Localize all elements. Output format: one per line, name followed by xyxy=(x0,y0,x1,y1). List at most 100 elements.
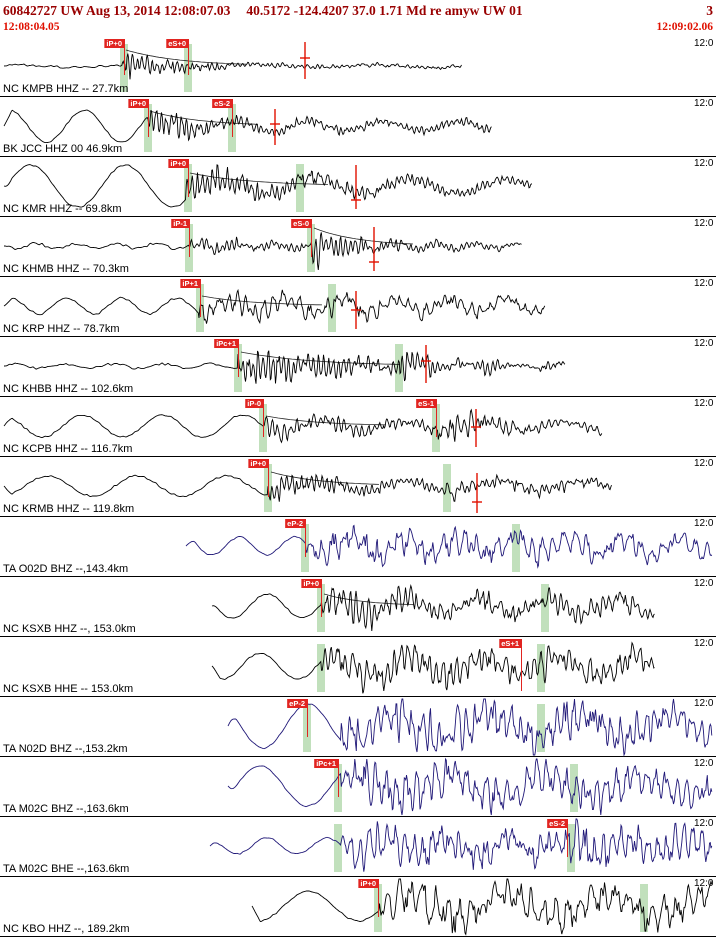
picks-layer: iP+1 xyxy=(0,277,716,336)
pick-flag[interactable]: iP+0 xyxy=(248,459,268,468)
picks-layer: iP-0 eS-1 xyxy=(0,397,716,456)
trace-row[interactable]: iP+1 NC KRP HHZ -- 78.7km 12:0 xyxy=(0,277,716,337)
pick-time-line xyxy=(124,39,125,75)
pick-window-band[interactable] xyxy=(567,824,575,872)
station-label: NC KHBB HHZ -- 102.6km xyxy=(3,383,134,395)
waveform-trace[interactable] xyxy=(3,164,532,208)
waveform-trace[interactable] xyxy=(3,53,462,80)
uncertainty-marker xyxy=(270,109,280,145)
row-right-time: 12:0 xyxy=(694,638,714,649)
trace-row[interactable]: iP+0 eS+0 NC KMPB HHZ -- 27.7km 12:0 xyxy=(0,37,716,97)
row-right-time: 12:0 xyxy=(694,518,714,529)
row-right-time: 12:0 xyxy=(694,758,714,769)
waveform-trace[interactable] xyxy=(3,109,492,144)
waveform-trace[interactable] xyxy=(211,641,655,694)
pick-flag[interactable]: iPc+1 xyxy=(214,339,238,348)
pick-flag[interactable]: eP-2 xyxy=(287,699,307,708)
waveform-trace[interactable] xyxy=(251,878,713,936)
pick-window-band[interactable] xyxy=(328,284,336,332)
waveform-trace[interactable] xyxy=(4,232,522,270)
pick-window-band[interactable] xyxy=(334,824,342,872)
pick-flag[interactable]: iP+1 xyxy=(180,279,200,288)
coda-decay-curve xyxy=(240,351,400,365)
waveform-plot[interactable] xyxy=(0,817,716,877)
row-right-time: 12:0 xyxy=(694,398,714,409)
trace-row[interactable]: iPc+1 NC KHBB HHZ -- 102.6km 12:0 xyxy=(0,337,716,397)
trace-row[interactable]: eP-2 TA O02D BHZ --,143.4km 12:0 xyxy=(0,517,716,577)
pick-flag[interactable]: iP+0 xyxy=(358,879,378,888)
pick-flag[interactable]: eS-1 xyxy=(416,399,436,408)
trace-row[interactable]: iP-0 eS-1 NC KCPB HHZ -- 116.7km 12:0 xyxy=(0,397,716,457)
pick-flag[interactable]: iP-1 xyxy=(171,219,189,228)
trace-row[interactable]: iP+0 NC KBO HHZ --, 189.2km 12:0 xyxy=(0,877,716,937)
pick-window-band[interactable] xyxy=(537,644,545,692)
pick-flag[interactable]: iP+0 xyxy=(128,99,148,108)
coda-decay-curve xyxy=(270,471,380,485)
coda-decay-curve xyxy=(149,110,259,125)
pick-window-band[interactable] xyxy=(570,764,578,812)
waveform-trace[interactable] xyxy=(4,350,566,384)
pick-window-band[interactable] xyxy=(537,704,545,752)
waveform-trace[interactable] xyxy=(211,584,655,632)
picks-layer: iP+0 xyxy=(0,457,716,516)
waveform-trace[interactable] xyxy=(185,524,713,569)
pick-flag[interactable]: eS-0 xyxy=(291,219,311,228)
pick-flag[interactable]: iP+0 xyxy=(168,159,188,168)
pick-time-line xyxy=(307,699,308,737)
waveform-trace[interactable] xyxy=(3,473,612,502)
pick-window-band[interactable] xyxy=(443,464,451,512)
trace-row[interactable]: iP+0 NC KRMB HHZ -- 119.8km 12:0 xyxy=(0,457,716,517)
pick-time-line xyxy=(232,99,233,137)
pick-flag[interactable]: iP+0 xyxy=(301,579,321,588)
picks-layer: iPc+1 xyxy=(0,337,716,396)
window-end-time: 12:09:02.06 xyxy=(656,21,713,33)
waveform-trace[interactable] xyxy=(3,408,603,444)
trace-row[interactable]: eP-2 TA N02D BHZ --,153.2km 12:0 xyxy=(0,697,716,757)
pick-window-band[interactable] xyxy=(395,344,403,392)
pick-window-band[interactable] xyxy=(296,164,304,212)
trace-row[interactable]: eS+1 NC KSXB HHE -- 153.0km 12:0 xyxy=(0,637,716,697)
pick-time-line xyxy=(189,219,190,257)
trace-row[interactable]: iP+0 NC KSXB HHZ --, 153.0km 12:0 xyxy=(0,577,716,637)
trace-row[interactable]: iP-1 eS-0 NC KHMB HHZ -- 70.3km 12:0 xyxy=(0,217,716,277)
pick-window-band[interactable] xyxy=(512,524,520,572)
trace-row[interactable]: iPc+1 TA M02C BHZ --,163.6km 12:0 xyxy=(0,757,716,817)
pick-time-line xyxy=(263,399,264,437)
waveform-plot[interactable] xyxy=(0,637,716,697)
uncertainty-marker xyxy=(471,409,481,447)
station-label: NC KBO HHZ --, 189.2km xyxy=(3,923,130,935)
picks-layer: iPc+1 xyxy=(0,757,716,816)
picks-layer: iP+0 xyxy=(0,577,716,636)
row-right-time: 12:0 xyxy=(694,38,714,49)
pick-flag[interactable]: eS-2 xyxy=(547,819,567,828)
waveform-trace[interactable] xyxy=(3,288,546,325)
pick-flag[interactable]: iP+0 xyxy=(104,39,124,48)
station-label: NC KSXB HHE -- 153.0km xyxy=(3,683,134,695)
pick-time-line xyxy=(268,459,269,497)
pick-flag[interactable]: eS+0 xyxy=(166,39,188,48)
picks-layer: iP+0 eS-2 xyxy=(0,97,716,156)
waveform-trace[interactable] xyxy=(227,757,713,816)
row-right-time: 12:0 xyxy=(694,158,714,169)
pick-window-band[interactable] xyxy=(541,584,549,632)
pick-flag[interactable]: eS+1 xyxy=(499,639,521,648)
pick-flag[interactable]: iPc+1 xyxy=(314,759,338,768)
picks-layer: eP-2 xyxy=(0,697,716,756)
trace-row[interactable]: iP+0 NC KMR HHZ -- 69.8km 12:0 xyxy=(0,157,716,217)
row-right-time: 12:0 xyxy=(694,698,714,709)
station-label: NC KRP HHZ -- 78.7km xyxy=(3,323,120,335)
trace-row[interactable]: iP+0 eS-2 BK JCC HHZ 00 46.9km 12:0 xyxy=(0,97,716,157)
trace-row[interactable]: eS-2 TA M02C BHE --,163.6km 12:0 xyxy=(0,817,716,877)
picks-layer: eP-2 xyxy=(0,517,716,576)
uncertainty-marker xyxy=(472,473,482,513)
waveform-trace[interactable] xyxy=(209,818,713,872)
pick-time-line xyxy=(378,879,379,917)
event-id-origin-time: 60842727 UW Aug 13, 2014 12:08:07.03 xyxy=(3,2,231,18)
station-label: NC KMPB HHZ -- 27.7km xyxy=(3,83,129,95)
picks-layer: iP+0 xyxy=(0,877,716,936)
pick-flag[interactable]: iP-0 xyxy=(245,399,263,408)
waveform-trace[interactable] xyxy=(227,698,713,757)
window-start-time: 12:08:04.05 xyxy=(3,21,60,33)
pick-flag[interactable]: eP-2 xyxy=(285,519,305,528)
pick-flag[interactable]: eS-2 xyxy=(212,99,232,108)
